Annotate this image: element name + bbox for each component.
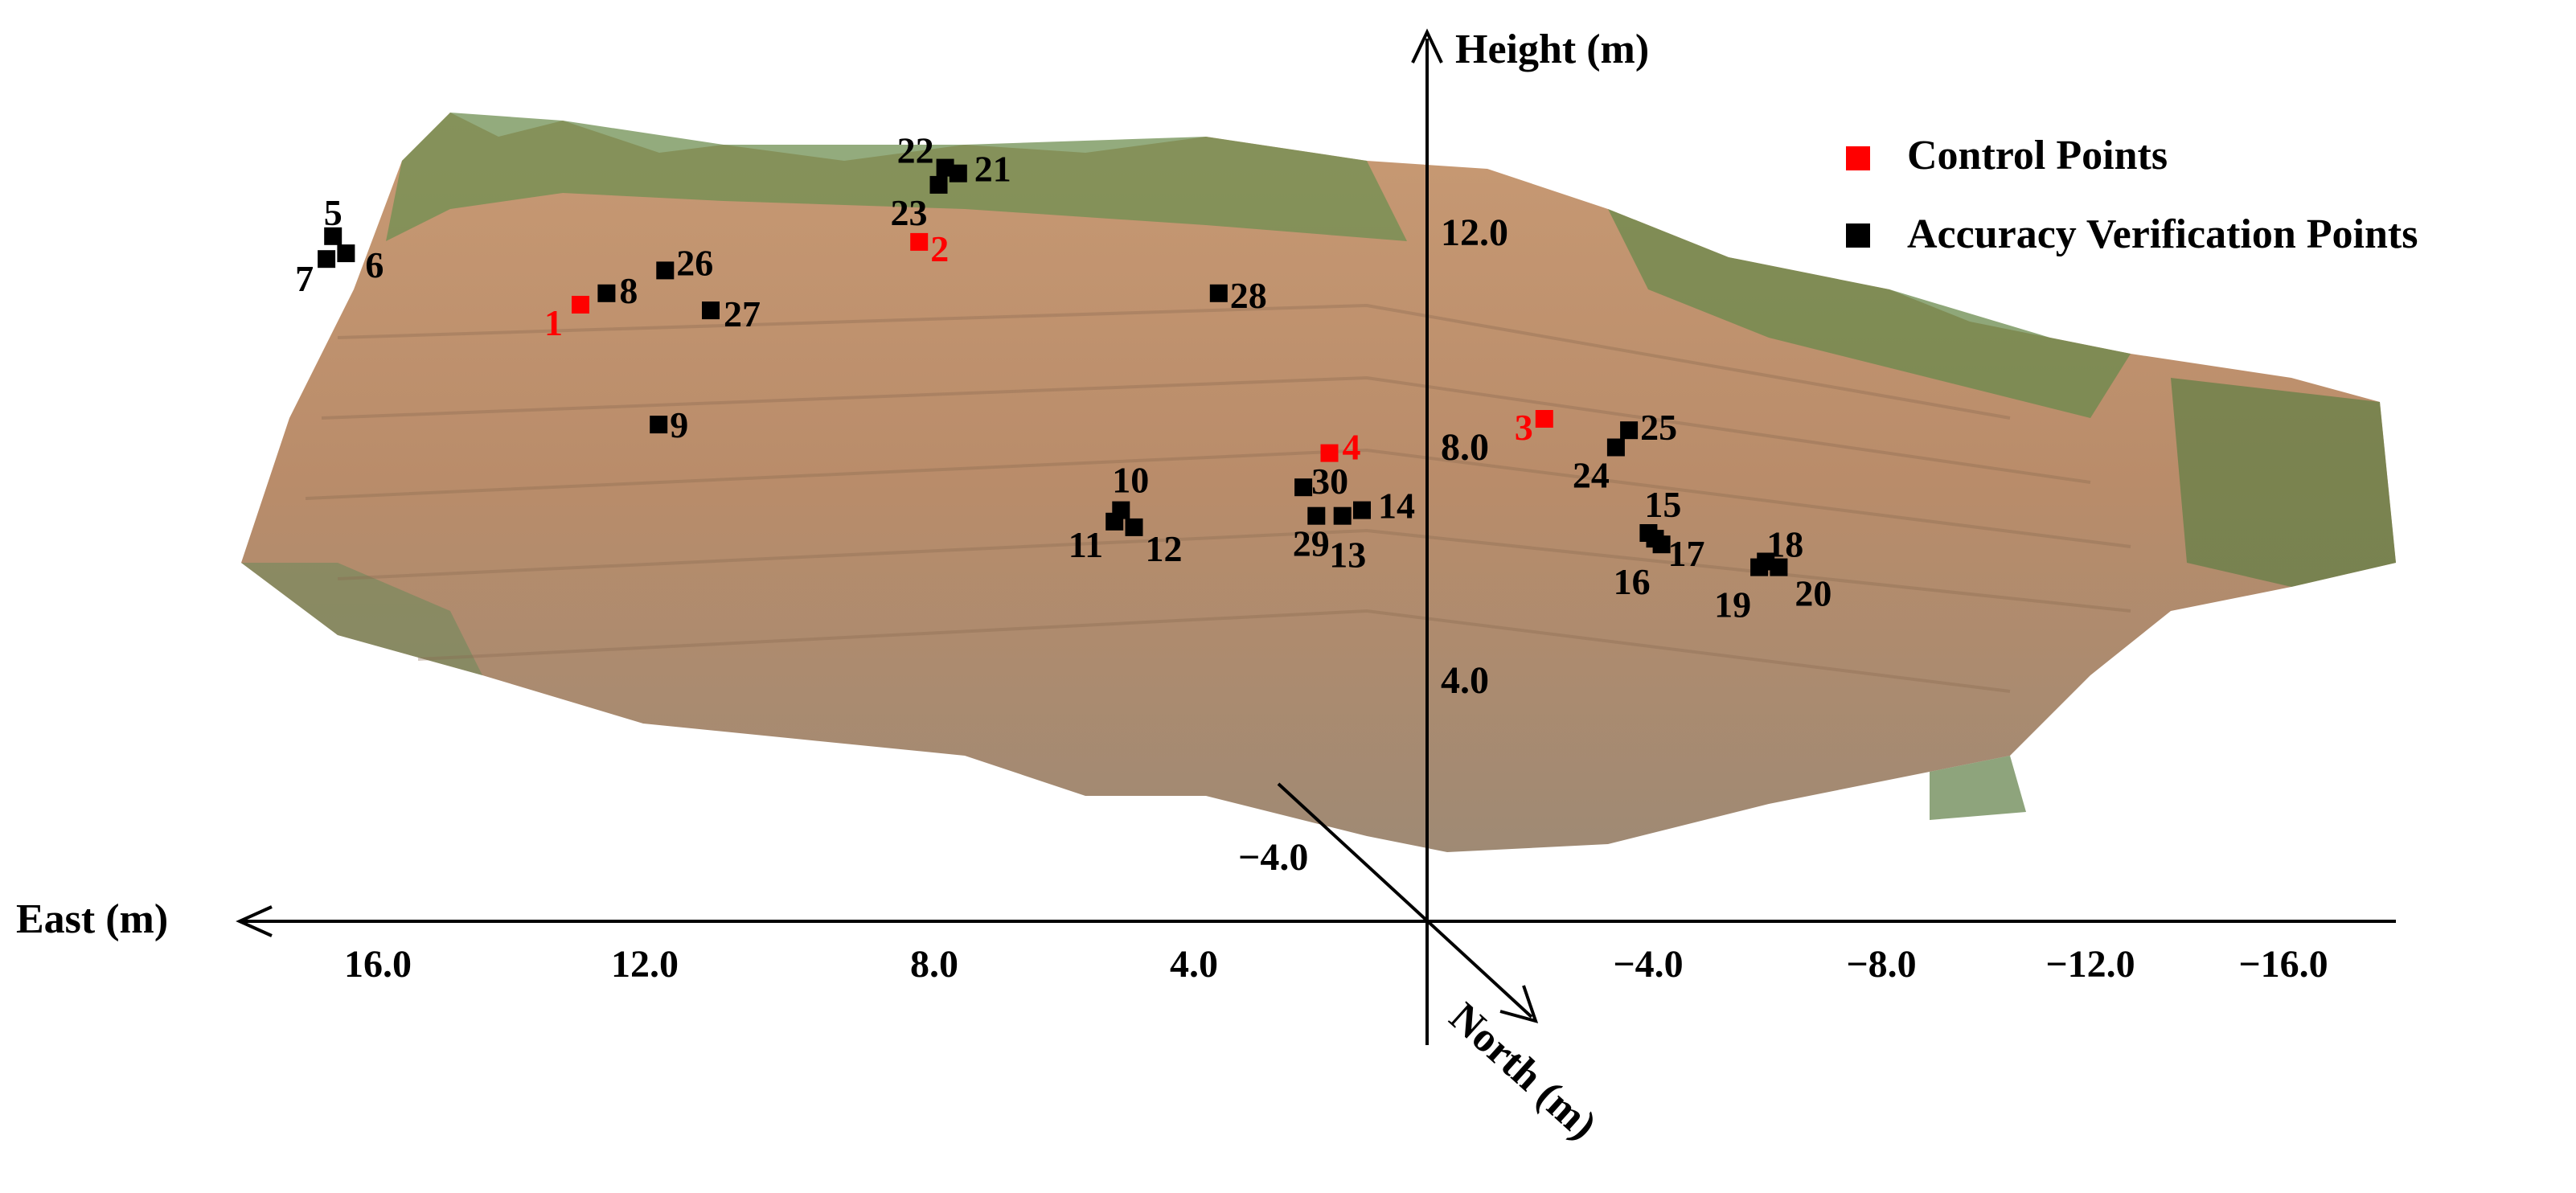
point-marker-26 bbox=[656, 261, 675, 280]
point-marker-2 bbox=[910, 232, 929, 251]
point-label-5: 5 bbox=[324, 192, 343, 233]
legend-marker-control bbox=[1846, 146, 1870, 170]
point-label-3: 3 bbox=[1515, 407, 1533, 448]
point-marker-6 bbox=[337, 244, 355, 263]
point-label-17: 17 bbox=[1668, 533, 1705, 574]
point-marker-13 bbox=[1307, 506, 1326, 525]
point-label-20: 20 bbox=[1795, 573, 1832, 614]
point-label-22: 22 bbox=[897, 130, 934, 171]
point-marker-8 bbox=[597, 284, 616, 302]
rock-face-background bbox=[241, 113, 2396, 852]
point-marker-9 bbox=[650, 416, 668, 434]
point-marker-29 bbox=[1333, 506, 1352, 525]
point-label-27: 27 bbox=[724, 293, 761, 334]
point-label-1: 1 bbox=[544, 302, 563, 343]
point-marker-22 bbox=[936, 158, 954, 177]
east-tick-label: −12.0 bbox=[2045, 943, 2135, 986]
east-axis-arrow bbox=[236, 905, 273, 937]
point-marker-3 bbox=[1535, 410, 1553, 428]
point-marker-4 bbox=[1320, 444, 1339, 462]
point-label-12: 12 bbox=[1146, 528, 1183, 569]
east-tick-label: 4.0 bbox=[1170, 943, 1218, 986]
point-label-19: 19 bbox=[1714, 584, 1751, 625]
point-marker-19 bbox=[1750, 558, 1769, 576]
east-tick-label: 12.0 bbox=[611, 943, 679, 986]
east-axis-title: East (m) bbox=[16, 896, 168, 942]
north-tick-label: −4.0 bbox=[1238, 836, 1308, 879]
point-marker-7 bbox=[318, 250, 336, 269]
point-marker-25 bbox=[1620, 421, 1639, 440]
point-label-6: 6 bbox=[365, 244, 384, 285]
north-axis-arrow bbox=[1499, 985, 1539, 1023]
east-tick-label: −16.0 bbox=[2238, 943, 2328, 986]
point-marker-20 bbox=[1770, 558, 1788, 576]
point-label-18: 18 bbox=[1766, 524, 1803, 565]
east-tick-label: 8.0 bbox=[910, 943, 958, 986]
point-marker-11 bbox=[1105, 512, 1124, 531]
point-label-28: 28 bbox=[1230, 275, 1267, 316]
point-marker-24 bbox=[1606, 438, 1625, 457]
point-label-30: 30 bbox=[1311, 461, 1348, 502]
height-tick-label: 4.0 bbox=[1441, 659, 1489, 702]
point-marker-5 bbox=[324, 227, 343, 245]
legend-marker-verification bbox=[1846, 223, 1870, 248]
point-label-10: 10 bbox=[1112, 460, 1149, 501]
point-label-23: 23 bbox=[891, 192, 928, 233]
point-marker-23 bbox=[929, 175, 948, 194]
height-tick-labels: 12.0 8.0 4.0 bbox=[1441, 211, 1508, 702]
legend-label-verification: Accuracy Verification Points bbox=[1907, 211, 2418, 257]
point-label-29: 29 bbox=[1293, 523, 1330, 564]
axes bbox=[236, 28, 2396, 1045]
point-label-25: 25 bbox=[1640, 407, 1677, 448]
point-label-4: 4 bbox=[1343, 427, 1361, 468]
height-axis-title: Height (m) bbox=[1455, 27, 1649, 72]
east-tick-label: −8.0 bbox=[1846, 943, 1916, 986]
east-tick-label: 16.0 bbox=[344, 943, 412, 986]
point-label-16: 16 bbox=[1614, 561, 1651, 602]
point-label-8: 8 bbox=[619, 270, 638, 311]
point-label-24: 24 bbox=[1573, 455, 1610, 496]
point-label-13: 13 bbox=[1329, 535, 1366, 576]
point-marker-1 bbox=[572, 296, 589, 314]
east-tick-labels: 16.0 12.0 8.0 4.0 −4.0 −8.0 −12.0 −16.0 bbox=[344, 943, 2328, 986]
point-label-7: 7 bbox=[295, 258, 314, 299]
point-label-21: 21 bbox=[974, 149, 1011, 190]
point-label-2: 2 bbox=[930, 228, 949, 269]
point-marker-17 bbox=[1646, 530, 1664, 548]
point-label-9: 9 bbox=[670, 404, 688, 445]
point-marker-30 bbox=[1294, 478, 1313, 497]
east-tick-label: −4.0 bbox=[1613, 943, 1683, 986]
point-label-26: 26 bbox=[676, 242, 713, 283]
north-axis-line bbox=[1277, 782, 1533, 1019]
legend-label-control: Control Points bbox=[1907, 133, 2168, 178]
legend: Control Points Accuracy Verification Poi… bbox=[1846, 133, 2418, 257]
point-marker-12 bbox=[1125, 518, 1143, 536]
height-axis-arrow bbox=[1411, 28, 1443, 64]
point-marker-28 bbox=[1209, 284, 1228, 302]
point-label-15: 15 bbox=[1644, 484, 1681, 525]
point-label-11: 11 bbox=[1069, 524, 1103, 565]
point-marker-14 bbox=[1353, 501, 1371, 519]
height-tick-label: 12.0 bbox=[1441, 211, 1508, 254]
height-tick-label: 8.0 bbox=[1441, 426, 1489, 469]
point-label-14: 14 bbox=[1378, 486, 1415, 527]
point-marker-27 bbox=[702, 301, 720, 320]
